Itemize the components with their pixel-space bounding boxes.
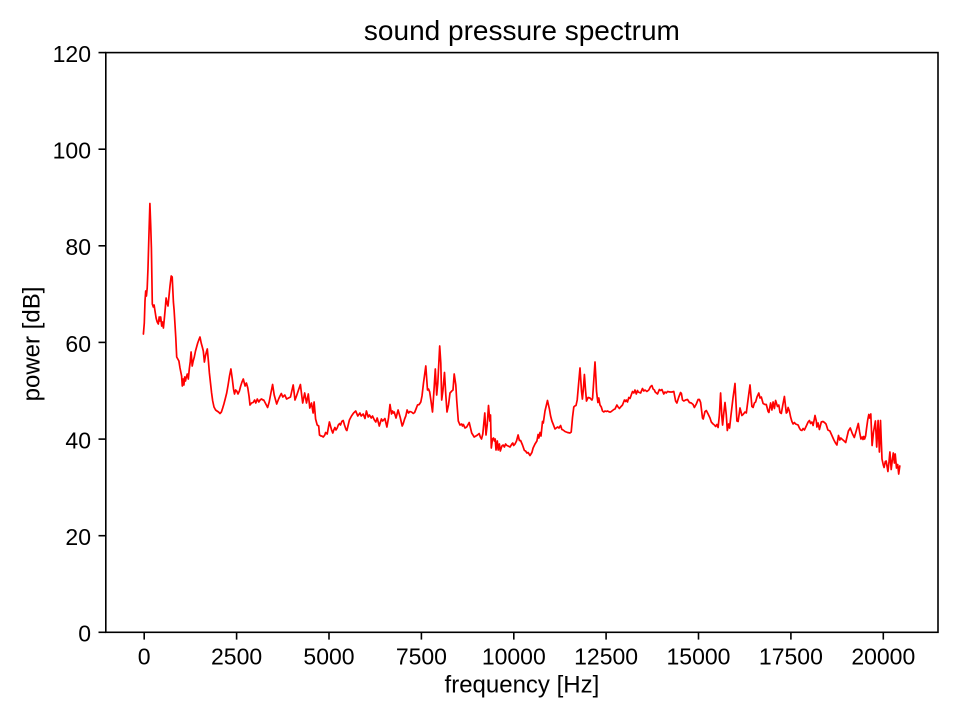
svg-text:frequency [Hz]: frequency [Hz] — [445, 671, 600, 698]
svg-text:15000: 15000 — [667, 644, 731, 670]
svg-text:17500: 17500 — [759, 644, 823, 670]
svg-text:20000: 20000 — [851, 644, 915, 670]
svg-text:5000: 5000 — [303, 644, 354, 670]
svg-text:2500: 2500 — [211, 644, 262, 670]
svg-text:0: 0 — [138, 644, 151, 670]
svg-text:120: 120 — [53, 41, 91, 67]
svg-text:10000: 10000 — [482, 644, 546, 670]
svg-text:80: 80 — [65, 234, 91, 260]
svg-text:20: 20 — [65, 524, 91, 550]
svg-text:7500: 7500 — [396, 644, 447, 670]
svg-text:0: 0 — [78, 621, 91, 647]
svg-text:sound pressure spectrum: sound pressure spectrum — [364, 15, 680, 46]
svg-text:power [dB]: power [dB] — [18, 287, 45, 402]
svg-text:12500: 12500 — [574, 644, 638, 670]
svg-text:60: 60 — [65, 331, 91, 357]
svg-text:100: 100 — [53, 138, 91, 164]
svg-text:40: 40 — [65, 428, 91, 454]
